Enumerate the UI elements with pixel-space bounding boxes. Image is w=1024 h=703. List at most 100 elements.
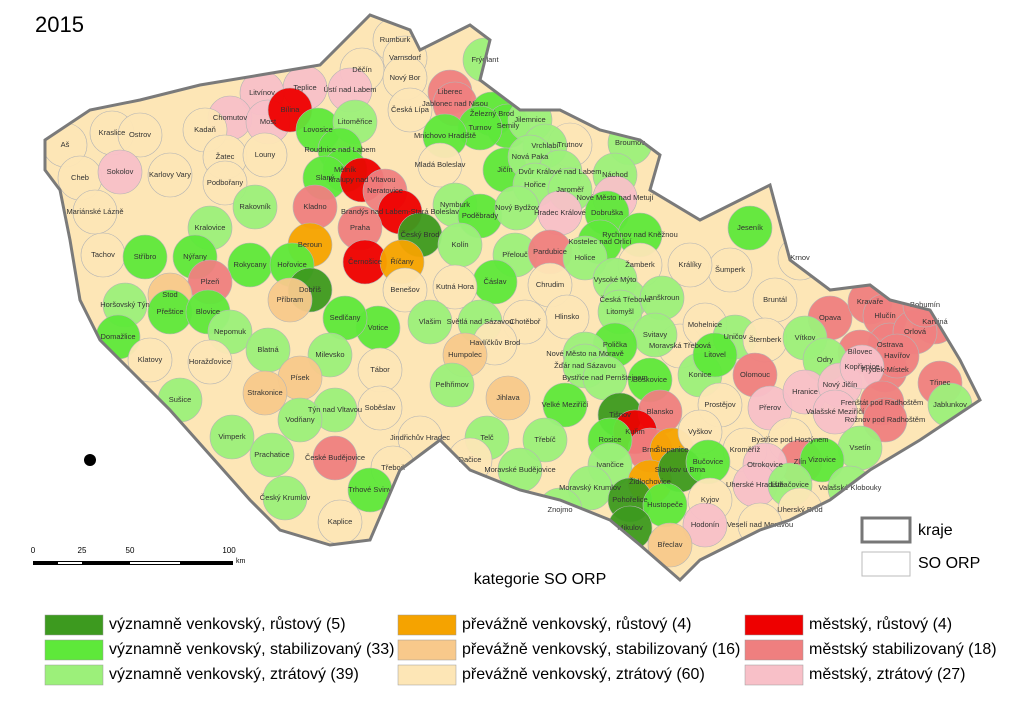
region [522, 417, 568, 463]
region-label: Veselí nad Moravou [727, 520, 793, 529]
region-label: Králíky [679, 260, 702, 269]
region-label: Lanškroun [644, 293, 679, 302]
region-label: Luhačovice [771, 480, 809, 489]
region-label: Břeclav [657, 540, 682, 549]
region-label: Jablunkov [933, 400, 967, 409]
region [357, 385, 403, 431]
legend-swatch [44, 664, 104, 686]
region-label: Lovosice [303, 125, 333, 134]
region-label: Valašské Klobouky [819, 483, 882, 492]
region-label: Vlašim [419, 317, 442, 326]
region-label: Český Brod [401, 230, 440, 239]
region-label: Bystřice pod Hostýnem [751, 435, 828, 444]
region-label: Jaroměř [556, 185, 584, 194]
region-label: Slavkov u Brna [655, 465, 706, 474]
region-label: Blovice [196, 307, 220, 316]
region-label: Frenštát pod Radhoštěm [841, 398, 924, 407]
region-label: Havlíčkův Brod [470, 338, 520, 347]
region-label: Beroun [298, 240, 322, 249]
legend-label: převážně venkovský, ztrátový (60) [462, 666, 705, 683]
region-label: Tachov [91, 250, 115, 259]
region-label: Podbořany [207, 178, 244, 187]
region-label: Kravaře [857, 297, 883, 306]
region-label: Hořice [524, 180, 546, 189]
region [485, 375, 531, 421]
region-label: Teplice [293, 83, 316, 92]
region-label: Hustopeče [647, 500, 683, 509]
region-label: Hranice [792, 387, 818, 396]
region-label: Černošice [348, 257, 382, 266]
boundary-swatch [860, 516, 912, 544]
region [242, 370, 288, 416]
region-label: Ivančice [596, 460, 624, 469]
region-label: Nová Paka [512, 152, 550, 161]
region-label: Strakonice [247, 388, 282, 397]
region-label: Kolín [451, 240, 468, 249]
region-label: Slaný [316, 173, 335, 182]
legend-label: městský, ztrátový (27) [809, 666, 965, 683]
region-label: Židlochovice [629, 477, 671, 486]
region-label: Šternberk [749, 335, 782, 344]
region-label: Nymburk [440, 200, 470, 209]
region-label: Trhové Sviny [348, 485, 392, 494]
region [249, 432, 295, 478]
region-label: Rakovník [239, 202, 271, 211]
scale-bar-segment [58, 562, 82, 564]
region [277, 397, 323, 443]
region-label: Jičín [497, 165, 512, 174]
region-label: Mariánské Lázně [66, 207, 123, 216]
region-label: Vítkov [795, 333, 816, 342]
legend-label: městský, růstový (4) [809, 615, 952, 633]
region-label: Tišnov [609, 410, 631, 419]
region-label: Svitavy [643, 330, 667, 339]
region-label: Příbram [277, 295, 304, 304]
region-label: Vyškov [688, 427, 712, 436]
region-label: Sokolov [107, 167, 134, 176]
region-label: Světlá nad Sázavou [447, 317, 514, 326]
region-label: Pelhřimov [435, 380, 469, 389]
region-label: Boskovice [633, 375, 667, 384]
region-label: Prostějov [704, 400, 736, 409]
region-label: Kladno [303, 202, 326, 211]
region [262, 475, 308, 521]
region-label: Bruntál [763, 295, 787, 304]
region-label: Nový Bydžov [495, 203, 539, 212]
region-label: Stod [162, 290, 177, 299]
scale-tick: 0 [31, 546, 36, 555]
region-label: Roudnice nad Labem [304, 145, 375, 154]
region-label: Říčany [390, 257, 414, 266]
region-label: Litomyšl [606, 307, 634, 316]
region-label: Varnsdorf [389, 53, 422, 62]
region-label: Ústí nad Labem [324, 85, 377, 94]
region-label: Vimperk [218, 432, 246, 441]
region [542, 382, 588, 428]
legend-swatch [744, 639, 804, 661]
country-outline [43, 13, 982, 583]
region-label: Hradec Králové [534, 208, 586, 217]
region-label: Votice [368, 323, 388, 332]
region-label: Karlovy Vary [149, 170, 191, 179]
region-label: Chomutov [213, 113, 247, 122]
region-label: Mohelnice [688, 320, 722, 329]
region-label: Kutná Hora [436, 282, 475, 291]
region-label: Rychnov nad Kněžnou [602, 230, 677, 239]
region-label: Pardubice [533, 247, 567, 256]
boundary-label: kraje [918, 522, 953, 539]
region-label: Semily [497, 121, 520, 130]
region [839, 344, 885, 390]
region-label: Šlapanice [656, 445, 689, 454]
region-label: Zlín [794, 457, 807, 466]
region-label: Humpolec [448, 350, 482, 359]
region-label: Odry [817, 355, 834, 364]
region [382, 267, 428, 313]
map-title: 2015 [35, 12, 84, 37]
region-label: Blansko [647, 407, 674, 416]
region-label: Nový Jičín [823, 380, 858, 389]
region-label: Opava [819, 313, 842, 322]
region [147, 152, 193, 198]
region-label: Tábor [370, 365, 390, 374]
region-label: Praha [350, 223, 371, 232]
